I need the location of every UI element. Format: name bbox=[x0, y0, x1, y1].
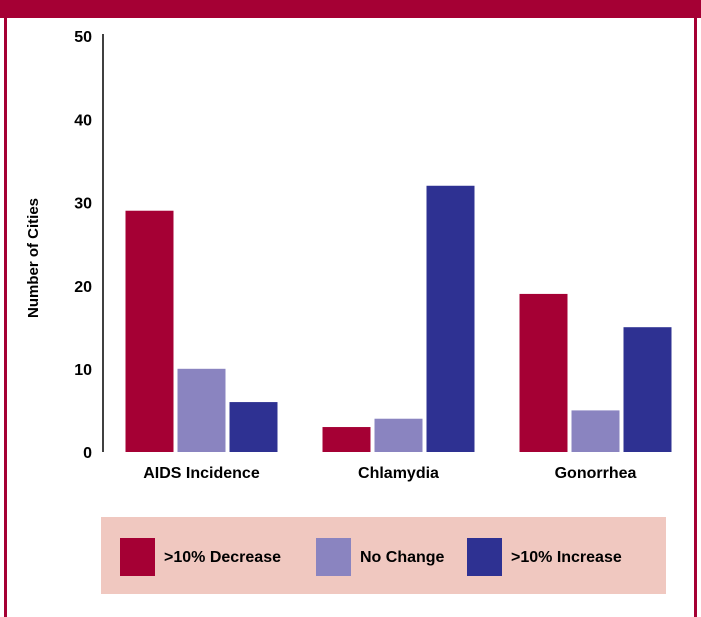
bar bbox=[571, 410, 620, 452]
bar bbox=[229, 402, 278, 452]
top-band bbox=[0, 0, 701, 18]
legend-swatch bbox=[467, 538, 502, 576]
y-tick-label: 20 bbox=[74, 279, 92, 296]
legend-label: No Change bbox=[360, 549, 445, 566]
legend-label: >10% Decrease bbox=[164, 549, 281, 566]
y-tick-label: 40 bbox=[74, 112, 92, 129]
y-tick-label: 0 bbox=[83, 445, 92, 462]
x-tick-label: Gonorrhea bbox=[555, 465, 637, 482]
bar bbox=[322, 427, 371, 452]
y-tick-label: 10 bbox=[74, 362, 92, 379]
x-tick-label: AIDS Incidence bbox=[143, 465, 260, 482]
bar bbox=[125, 210, 174, 452]
y-tick-label: 50 bbox=[74, 29, 92, 46]
y-tick-label: 30 bbox=[74, 196, 92, 213]
legend-label: >10% Increase bbox=[511, 549, 622, 566]
legend-swatch bbox=[120, 538, 155, 576]
bar bbox=[519, 293, 568, 452]
x-tick-label: Chlamydia bbox=[358, 465, 439, 482]
right-border bbox=[694, 0, 697, 617]
left-border bbox=[4, 0, 7, 617]
legend-box bbox=[101, 517, 666, 594]
bar bbox=[426, 185, 475, 452]
bar bbox=[623, 327, 672, 452]
bar bbox=[177, 368, 226, 452]
y-axis-label: Number of Cities bbox=[25, 198, 42, 318]
legend-swatch bbox=[316, 538, 351, 576]
bar bbox=[374, 418, 423, 452]
